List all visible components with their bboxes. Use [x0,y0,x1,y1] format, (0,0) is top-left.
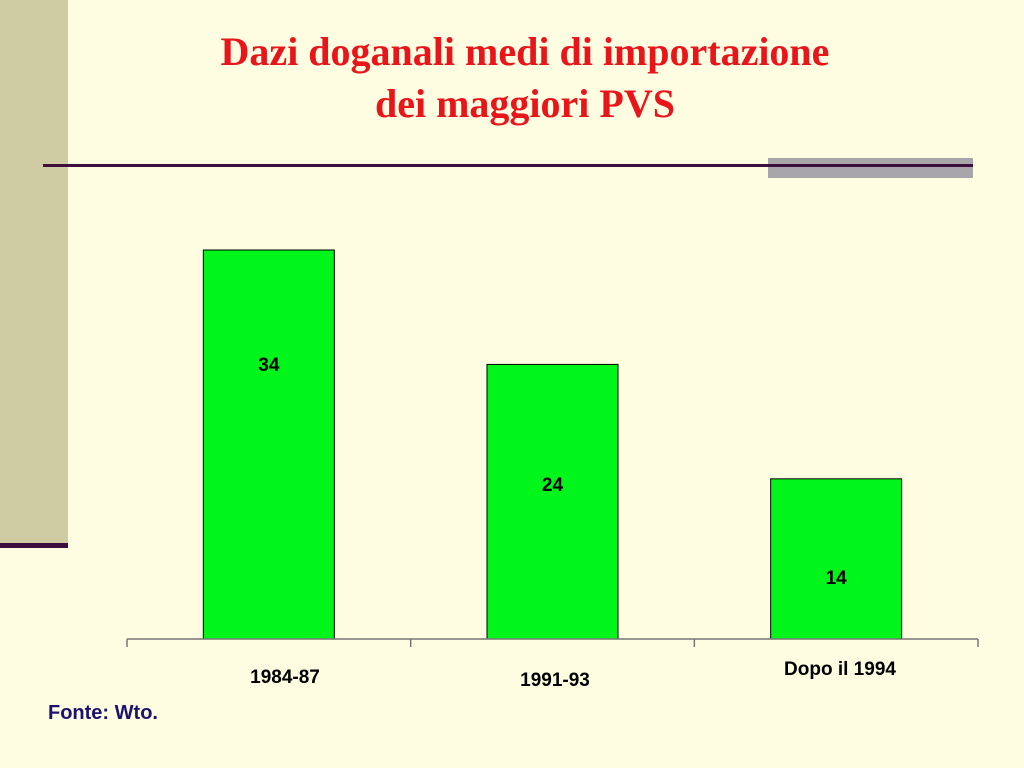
title-rule [43,164,973,167]
bar-1 [202,249,335,640]
bar-2 [486,363,619,640]
slide-title-line-1: Dazi doganali medi di importazione [220,29,830,74]
data-label-1: 34 [258,355,280,376]
category-label-1: 1984-87 [250,667,320,688]
left-decorative-strip [0,0,68,543]
bar-3 [770,478,903,640]
slide-title-line-2: dei maggiori PVS [375,81,675,126]
data-label-2: 24 [542,475,564,496]
data-label-3: 14 [826,568,848,589]
slide-title: Dazi doganali medi di importazione dei m… [100,26,950,130]
source-note: Fonte: Wto. [48,702,158,724]
category-label-2: 1991-93 [520,670,590,691]
title-rule-accent [768,158,973,178]
left-strip-underline [0,543,68,548]
category-label-3: Dopo il 1994 [784,659,896,680]
